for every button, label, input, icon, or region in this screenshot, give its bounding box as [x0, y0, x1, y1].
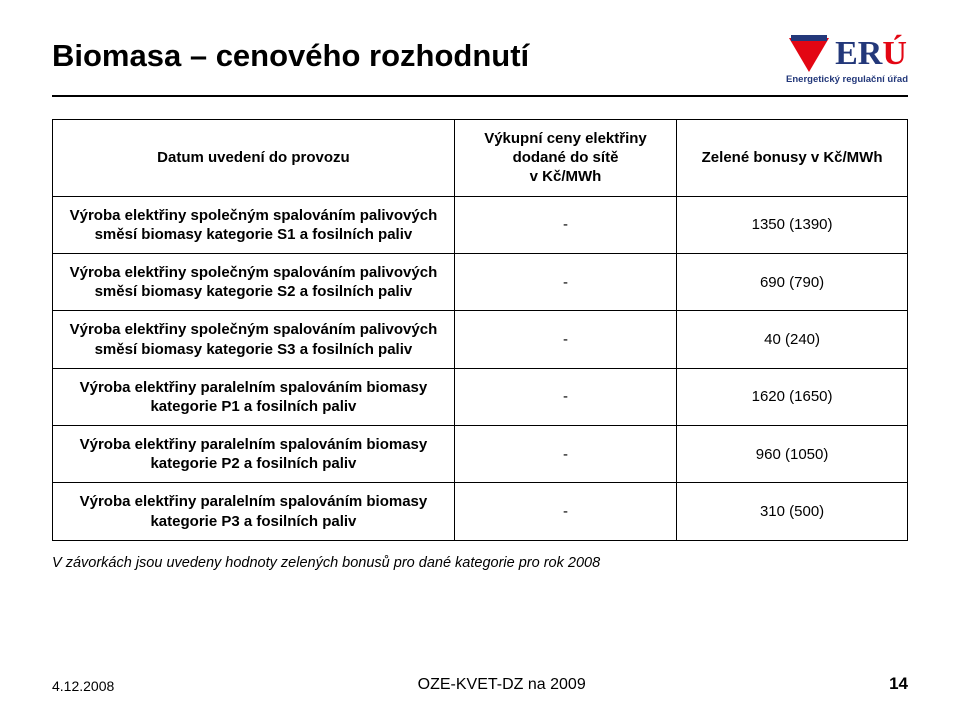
row-price: - [454, 253, 676, 310]
table-row: Výroba elektřiny společným spalováním pa… [53, 253, 908, 310]
logo-letter-e: E [835, 35, 858, 72]
table-row: Výroba elektřiny společným spalováním pa… [53, 311, 908, 368]
row-bonus: 40 (240) [677, 311, 908, 368]
logo-wedge-icon [787, 34, 831, 74]
row-label: Výroba elektřiny společným spalováním pa… [53, 311, 455, 368]
title-divider [52, 95, 908, 97]
row-label: Výroba elektřiny paralelním spalováním b… [53, 483, 455, 540]
header-purchase-price: Výkupní ceny elektřiny dodané do sítě v … [454, 120, 676, 197]
slide-footer: 4.12.2008 OZE-KVET-DZ na 2009 14 [52, 674, 908, 694]
table-row: Výroba elektřiny paralelním spalováním b… [53, 368, 908, 425]
footnote: V závorkách jsou uvedeny hodnoty zelenýc… [52, 555, 908, 571]
page-number: 14 [889, 674, 908, 694]
row-label: Výroba elektřiny paralelním spalováním b… [53, 426, 455, 483]
pricing-table: Datum uvedení do provozu Výkupní ceny el… [52, 119, 908, 541]
row-price: - [454, 311, 676, 368]
row-label: Výroba elektřiny společným spalováním pa… [53, 253, 455, 310]
header-green-bonus: Zelené bonusy v Kč/MWh [677, 120, 908, 197]
row-price: - [454, 368, 676, 425]
logo-subtitle: Energetický regulační úřad [786, 74, 908, 85]
row-bonus: 310 (500) [677, 483, 908, 540]
row-label: Výroba elektřiny paralelním spalováním b… [53, 368, 455, 425]
table-row: Výroba elektřiny paralelním spalováním b… [53, 426, 908, 483]
logo-letter-u: Ú [882, 35, 907, 72]
row-bonus: 960 (1050) [677, 426, 908, 483]
eru-logo: ERÚ Energetický regulační úřad [786, 34, 908, 85]
row-price: - [454, 196, 676, 253]
table-row: Výroba elektřiny paralelním spalováním b… [53, 483, 908, 540]
logo-letter-r: R [858, 35, 883, 72]
table-header-row: Datum uvedení do provozu Výkupní ceny el… [53, 120, 908, 197]
row-bonus: 690 (790) [677, 253, 908, 310]
footer-date: 4.12.2008 [52, 678, 114, 694]
header-date: Datum uvedení do provozu [53, 120, 455, 197]
row-price: - [454, 483, 676, 540]
footer-code: OZE-KVET-DZ na 2009 [418, 676, 586, 694]
row-bonus: 1350 (1390) [677, 196, 908, 253]
page-title: Biomasa – cenového rozhodnutí [52, 38, 529, 74]
row-bonus: 1620 (1650) [677, 368, 908, 425]
row-label: Výroba elektřiny společným spalováním pa… [53, 196, 455, 253]
row-price: - [454, 426, 676, 483]
table-row: Výroba elektřiny společným spalováním pa… [53, 196, 908, 253]
